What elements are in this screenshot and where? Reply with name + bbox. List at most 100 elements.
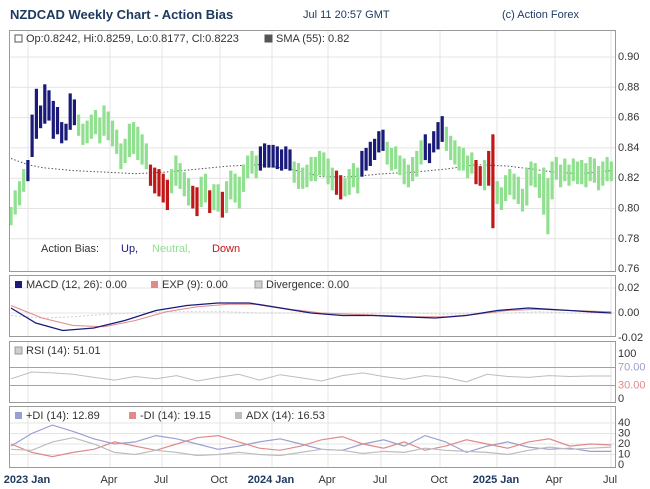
bias-up-label: Up,	[121, 243, 138, 255]
price-bar-110	[474, 160, 478, 185]
price-bar-95	[411, 157, 415, 182]
price-bar-66	[288, 149, 292, 171]
price-panel: Op:0.8242, Hi:0.8259, Lo:0.8177, Cl:0.82…	[9, 30, 616, 272]
price-bar-47	[208, 190, 212, 213]
price-bar-96	[415, 150, 419, 177]
price-bar-39	[174, 155, 178, 186]
macd-ytick-1: 0.00	[618, 307, 639, 319]
price-bar-9	[47, 90, 51, 121]
price-bar-27	[123, 138, 127, 163]
dmi-lines	[10, 424, 612, 458]
price-bar-23	[106, 111, 110, 141]
xtick-6: Jul	[373, 474, 387, 486]
price-bar-93	[402, 158, 406, 185]
price-bar-107	[461, 147, 465, 171]
price-bar-48	[212, 184, 216, 211]
price-bar-91	[394, 146, 398, 170]
price-bar-24	[110, 120, 115, 147]
price-bar-81	[351, 163, 355, 188]
price-bar-136	[584, 163, 588, 188]
price-bar-76	[330, 167, 334, 191]
price-bar-8	[43, 84, 47, 124]
price-bar-30	[136, 126, 140, 160]
price-bar-49	[216, 184, 220, 212]
minus-di-legend: -DI (14): 19.15	[140, 410, 211, 422]
price-bar-53	[233, 173, 237, 203]
price-bar-80	[347, 169, 351, 195]
price-bar-94	[406, 164, 410, 188]
price-bar-133	[571, 158, 575, 182]
price-bar-104	[449, 135, 453, 160]
price-bar-120	[516, 176, 520, 204]
price-bar-3	[22, 169, 26, 192]
price-ytick-5: 0.80	[618, 203, 639, 215]
price-bar-75	[326, 158, 330, 185]
macd-ytick-2: -0.02	[618, 332, 643, 344]
price-bar-102	[440, 116, 444, 142]
rsi-line	[10, 371, 612, 383]
price-bar-129	[554, 157, 558, 180]
price-bar-87	[377, 131, 381, 153]
price-bar-123	[529, 161, 533, 186]
dmi-ytick-3: 10	[618, 449, 630, 461]
copyright: (c) Action Forex	[502, 9, 580, 21]
price-bar-20	[93, 110, 98, 135]
price-bar-5	[30, 114, 34, 157]
macd-legend-swatch	[15, 281, 22, 288]
sma-legend: SMA (55): 0.82	[276, 33, 349, 45]
price-bar-7	[39, 105, 43, 129]
plus-di-legend: +DI (14): 12.89	[26, 410, 100, 422]
rsi-panel: RSI (14): 51.01	[9, 341, 616, 403]
price-bar-100	[432, 131, 436, 153]
dmi-ytick-4: 0	[618, 459, 624, 471]
price-bar-33	[148, 164, 153, 186]
price-bar-35	[157, 169, 161, 197]
price-bar-138	[592, 158, 596, 183]
macd-lines	[10, 302, 612, 332]
price-bar-67	[292, 161, 296, 183]
price-bar-125	[537, 173, 541, 198]
price-bar-121	[520, 188, 525, 212]
price-bar-122	[525, 167, 529, 206]
price-bar-51	[225, 181, 229, 213]
rsi-ytick-2: 30.00	[618, 380, 646, 392]
dmi-panel: +DI (14): 12.89 -DI (14): 19.15 ADX (14)…	[9, 406, 616, 468]
price-bar-40	[178, 163, 182, 189]
price-bar-71	[309, 157, 313, 182]
price-bar-70	[305, 164, 309, 188]
chart-title: NZDCAD Weekly Chart - Action Bias	[10, 7, 234, 22]
price-bar-29	[132, 122, 136, 154]
price-bar-19	[89, 114, 93, 139]
price-bar-14	[68, 93, 72, 130]
price-bar-69	[301, 167, 305, 189]
bias-down-label: Down	[212, 243, 240, 255]
price-bar-31	[140, 134, 144, 165]
rsi-ytick-0: 100	[618, 348, 636, 360]
ohlc-legend: Op:0.8242, Hi:0.8259, Lo:0.8177, Cl:0.82…	[26, 33, 239, 45]
rsi-lines	[10, 371, 612, 383]
timestamp: Jul 11 20:57 GMT	[303, 9, 390, 21]
xtick-5: Apr	[318, 474, 335, 486]
price-bar-128	[550, 161, 554, 200]
plus-di-legend-swatch	[15, 412, 22, 419]
rsi-ytick-3: 0	[618, 393, 624, 405]
xtick-0: 2023 Jan	[4, 474, 51, 486]
price-bar-109	[470, 152, 474, 174]
price-bar-37	[165, 179, 169, 210]
price-ytick-6: 0.78	[618, 233, 639, 245]
price-bar-64	[280, 149, 284, 171]
rsi-legend: RSI (14): 51.01	[26, 345, 101, 357]
macd-panel: MACD (12, 26): 0.00 EXP (9): 0.00 Diverg…	[9, 275, 616, 337]
macd-line	[10, 302, 612, 332]
price-bar-82	[356, 167, 360, 194]
price-bar-52	[229, 170, 233, 200]
price-bar-46	[203, 173, 208, 203]
price-bar-90	[389, 147, 394, 171]
price-bar-103	[444, 126, 448, 151]
exp-line	[10, 303, 612, 328]
xtick-7: Oct	[430, 474, 447, 486]
dmi-ytick-0: 40	[618, 417, 630, 429]
price-bar-1	[13, 190, 17, 215]
adx-legend: ADX (14): 16.53	[246, 410, 325, 422]
price-bar-126	[542, 167, 546, 215]
